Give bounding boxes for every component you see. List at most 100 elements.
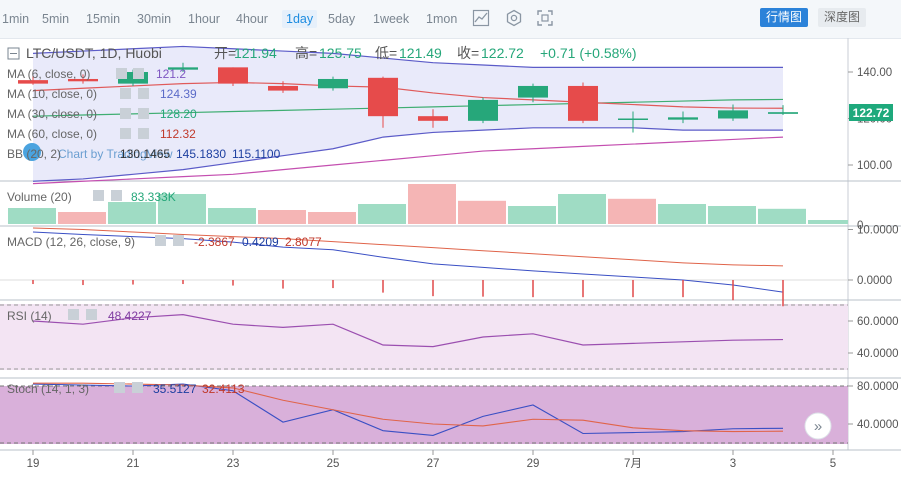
- timeframe-1min[interactable]: 1min: [2, 12, 30, 26]
- trading-chart[interactable]: 100.00120.00140.0000.000010.000040.00006…: [0, 38, 901, 482]
- candle: [618, 118, 648, 120]
- volume-bar: [758, 208, 806, 224]
- stoch-k-value: 35.5127: [153, 382, 197, 396]
- volume-bar: [158, 194, 206, 224]
- timeframe-1mon[interactable]: 1mon: [426, 12, 458, 26]
- volume-label: Volume (20): [7, 190, 72, 204]
- macd-hist-value: -2.3867: [194, 235, 235, 249]
- scroll-to-realtime-button[interactable]: [804, 412, 832, 440]
- macd-line-value: 0.4209: [242, 235, 279, 249]
- volume-bar: [408, 184, 456, 224]
- ma10-close-icon[interactable]: [138, 88, 149, 99]
- volume-bar: [658, 204, 706, 224]
- volume-close-icon[interactable]: [111, 190, 122, 201]
- candle: [418, 116, 448, 121]
- watermark: Chart by TradingView: [58, 147, 173, 161]
- time-axis-tick: 23: [227, 458, 240, 470]
- depth-view-button[interactable]: 深度图: [818, 8, 867, 27]
- volume-value: 83.333K: [131, 190, 176, 204]
- stoch-d-line: [33, 382, 784, 433]
- change-value: +0.71 (+0.58%): [540, 45, 637, 61]
- candle: [68, 78, 98, 82]
- series-line-bb-upper: [32, 45, 783, 68]
- bb-lower-value: 115.1100: [232, 147, 281, 161]
- series-line-ma-60: [32, 136, 784, 185]
- candle: [18, 80, 48, 84]
- rsi-label: RSI (14): [7, 309, 52, 323]
- stoch-axis-tick: 80.0000: [857, 381, 899, 393]
- ma6-value: 121.2: [156, 67, 186, 81]
- rsi-close-icon[interactable]: [86, 309, 97, 320]
- ma10-settings-icon[interactable]: [120, 88, 131, 99]
- candle: [568, 85, 598, 121]
- candle: [168, 67, 198, 70]
- candle: [368, 77, 398, 117]
- timeframe-1day[interactable]: 1day: [282, 10, 318, 28]
- rsi-axis-tick: 40.0000: [857, 348, 899, 360]
- time-axis-tick: 29: [527, 458, 540, 470]
- timeframe-30min[interactable]: 30min: [137, 12, 172, 26]
- last-price-tag: [849, 104, 893, 121]
- series-line-bb-lower: [32, 127, 783, 182]
- low-value: 121.49: [399, 45, 442, 61]
- macd-signal-line: [32, 227, 784, 267]
- ma30-settings-icon[interactable]: [120, 108, 131, 119]
- candle: [318, 78, 348, 89]
- timeframe-1hour[interactable]: 1hour: [188, 12, 220, 26]
- volume-settings-icon[interactable]: [93, 190, 104, 201]
- settings-icon[interactable]: [505, 9, 523, 27]
- stoch-settings-icon[interactable]: [114, 382, 125, 393]
- timeframe-15min[interactable]: 15min: [86, 12, 121, 26]
- open-label: 开=: [214, 45, 236, 61]
- timeframe-5day[interactable]: 5day: [328, 12, 356, 26]
- volume-bar: [108, 202, 156, 224]
- candle: [718, 110, 748, 119]
- volume-bar: [208, 208, 256, 224]
- time-axis-tick: 3: [730, 458, 736, 470]
- volume-bar: [708, 206, 756, 224]
- volume-bar: [258, 210, 306, 224]
- open-value: 121.94: [234, 45, 277, 61]
- timeframe-1week[interactable]: 1week: [373, 12, 410, 26]
- chart-view-button[interactable]: 行情图: [760, 8, 809, 27]
- stoch-band: [0, 386, 848, 444]
- candle: [668, 117, 698, 120]
- high-value: 125.75: [319, 45, 362, 61]
- volume-axis-tick: 0: [857, 220, 863, 232]
- stoch-d-value: 32.4113: [202, 382, 245, 396]
- volume-bar: [608, 198, 656, 224]
- stoch-close-icon[interactable]: [132, 382, 143, 393]
- time-axis-tick: 5: [830, 458, 836, 470]
- ma6-close-icon[interactable]: [133, 68, 144, 79]
- ma30-label: MA (30, close, 0): [7, 107, 97, 121]
- candle: [268, 85, 298, 91]
- macd-close-icon[interactable]: [173, 235, 184, 246]
- timeframe-5min[interactable]: 5min: [42, 12, 70, 26]
- candle: [518, 85, 548, 98]
- fullscreen-icon[interactable]: [536, 9, 554, 27]
- rsi-settings-icon[interactable]: [68, 309, 79, 320]
- ma60-close-icon[interactable]: [138, 128, 149, 139]
- indicators-icon[interactable]: [472, 9, 490, 27]
- time-axis-tick: 21: [127, 458, 140, 470]
- ma30-close-icon[interactable]: [138, 108, 149, 119]
- collapse-legend-icon[interactable]: [7, 47, 20, 60]
- volume-bar: [308, 212, 356, 224]
- time-axis-tick: 25: [327, 458, 340, 470]
- ma60-settings-icon[interactable]: [120, 128, 131, 139]
- candle: [218, 67, 248, 84]
- macd-signal-value: 2.8077: [285, 235, 322, 249]
- rsi-value: 48.4227: [108, 309, 152, 323]
- timeframe-toolbar: 1min 5min 15min 30min 1hour 4hour 1day 5…: [0, 0, 901, 39]
- ma6-label: MA (6, close, 0): [7, 67, 90, 81]
- volume-bar: [358, 204, 406, 224]
- macd-axis-tick: 0.0000: [857, 275, 892, 287]
- ma30-value: 128.20: [160, 107, 197, 121]
- high-label: 高=: [295, 45, 317, 61]
- ma6-settings-icon[interactable]: [116, 68, 127, 79]
- macd-axis-tick: 10.0000: [857, 225, 899, 237]
- timeframe-4hour[interactable]: 4hour: [236, 12, 268, 26]
- symbol-title: LTC/USDT, 1D, Huobi: [26, 45, 162, 61]
- macd-settings-icon[interactable]: [155, 235, 166, 246]
- ma60-value: 112.32: [160, 127, 196, 141]
